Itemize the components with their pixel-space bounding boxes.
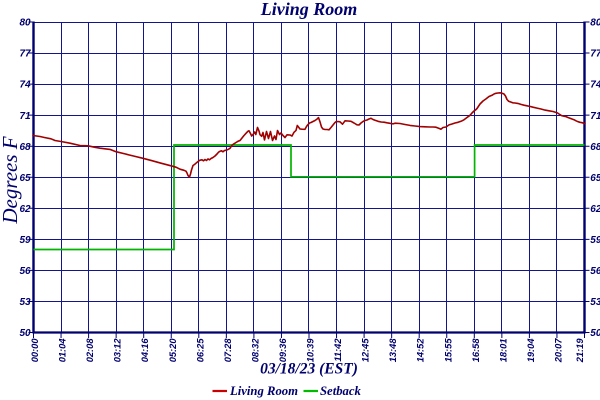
- svg-text:15:55: 15:55: [443, 338, 453, 363]
- svg-text:Degrees F: Degrees F: [0, 136, 22, 224]
- svg-text:04:16: 04:16: [140, 338, 150, 363]
- svg-text:07:28: 07:28: [223, 338, 233, 363]
- svg-text:59: 59: [19, 235, 31, 246]
- svg-text:71: 71: [19, 111, 31, 122]
- svg-text:65: 65: [590, 173, 600, 184]
- svg-text:03/18/23 (EST): 03/18/23 (EST): [260, 361, 358, 378]
- svg-text:62: 62: [19, 204, 31, 215]
- svg-text:56: 56: [19, 266, 31, 277]
- svg-text:08:32: 08:32: [250, 338, 260, 363]
- svg-text:05:20: 05:20: [168, 338, 178, 363]
- svg-text:53: 53: [19, 297, 31, 308]
- svg-text:74: 74: [590, 80, 600, 91]
- svg-text:10:39: 10:39: [306, 338, 316, 363]
- svg-text:65: 65: [19, 173, 31, 184]
- svg-text:Living Room: Living Room: [229, 384, 298, 398]
- svg-text:Living Room: Living Room: [260, 0, 358, 19]
- svg-text:50: 50: [19, 328, 31, 339]
- svg-text:71: 71: [590, 111, 600, 122]
- svg-text:68: 68: [19, 142, 31, 153]
- svg-text:13:48: 13:48: [388, 338, 398, 363]
- svg-text:80: 80: [590, 18, 600, 29]
- svg-text:01:04: 01:04: [58, 338, 68, 363]
- svg-text:21:19: 21:19: [575, 338, 585, 364]
- svg-text:77: 77: [590, 49, 600, 60]
- svg-text:56: 56: [590, 266, 600, 277]
- svg-text:74: 74: [19, 80, 31, 91]
- svg-text:20:07: 20:07: [553, 338, 563, 364]
- svg-text:11:42: 11:42: [333, 338, 343, 362]
- svg-text:14:52: 14:52: [416, 338, 426, 363]
- svg-text:18:01: 18:01: [498, 338, 508, 362]
- svg-text:00:00: 00:00: [30, 338, 40, 363]
- svg-text:06:25: 06:25: [195, 338, 205, 363]
- svg-text:12:45: 12:45: [361, 338, 371, 363]
- svg-text:80: 80: [19, 18, 31, 29]
- svg-text:68: 68: [590, 142, 600, 153]
- svg-text:59: 59: [590, 235, 600, 246]
- svg-text:50: 50: [590, 328, 600, 339]
- svg-text:02:08: 02:08: [85, 338, 95, 363]
- svg-text:03:12: 03:12: [113, 338, 123, 363]
- svg-text:Setback: Setback: [320, 384, 362, 398]
- svg-text:53: 53: [590, 297, 600, 308]
- svg-text:09:36: 09:36: [278, 338, 288, 363]
- svg-text:19:04: 19:04: [526, 338, 536, 363]
- svg-text:77: 77: [19, 49, 31, 60]
- svg-text:62: 62: [590, 204, 600, 215]
- svg-text:16:58: 16:58: [471, 338, 481, 363]
